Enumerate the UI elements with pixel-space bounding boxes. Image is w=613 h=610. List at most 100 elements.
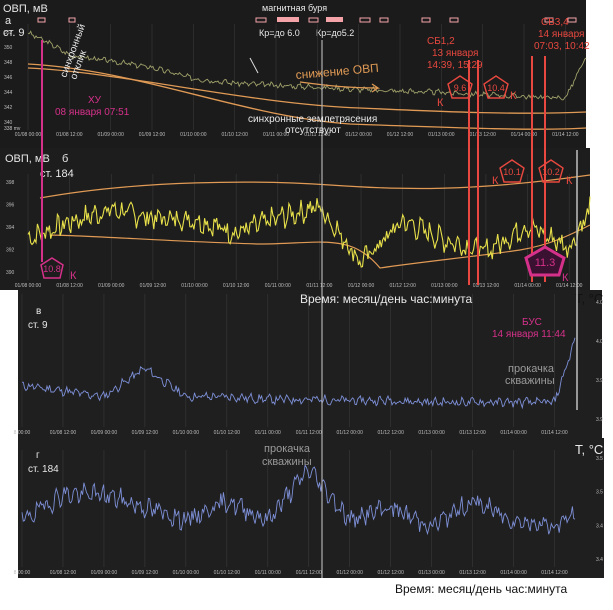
x-tick-label: 01/13 12:00 — [459, 570, 486, 576]
badge-10-2: 10.2 К — [538, 159, 573, 187]
x-tick-label: 01/09 12:00 — [132, 570, 159, 576]
y-tick-label: 4.0 — [596, 339, 603, 345]
x-tick-label: 01/11 12:00 — [306, 283, 332, 289]
badge-pentagon — [499, 159, 525, 183]
x-tick-label: 01/14 12:00 — [541, 570, 568, 576]
series-line-б — [27, 196, 591, 268]
badge-pentagon — [483, 75, 509, 99]
x-tick-label: 01/14 00:00 — [500, 430, 527, 436]
panel-d-bg — [18, 438, 604, 578]
y-tick-label: 398 — [6, 180, 15, 186]
storm-marker — [255, 17, 267, 23]
storm-marker — [567, 17, 577, 23]
badge-value: 9.6 — [454, 83, 467, 93]
x-tick-label: 01/08 12:00 — [50, 430, 77, 436]
x-tick-label: 01/14 00:00 — [514, 283, 541, 289]
x-tick-label: 01/09 00:00 — [98, 283, 125, 289]
kp1-label: Кр=до 6.0 — [259, 28, 300, 38]
x-tick-label: 01/13 00:00 — [431, 283, 458, 289]
time-axis-label-2: Время: месяц/день час:минута — [395, 582, 567, 596]
x-tick-label: 01/12 12:00 — [377, 570, 404, 576]
panel-a-station: ст. 9 — [3, 27, 25, 39]
y-tick-label: 3.4 — [596, 523, 603, 529]
badge-k: К — [70, 270, 77, 282]
y-tick-label: 344 — [4, 90, 13, 96]
badge-11-3: 11.3 К — [524, 245, 569, 284]
sb12-label-1: СБ1,2 — [427, 36, 455, 47]
xu-label-2: 08 января 07:51 — [55, 107, 130, 118]
x-tick-label: 01/13 12:00 — [473, 283, 500, 289]
badge-k: К — [566, 175, 573, 187]
panel-a-ylabel: ОВП, мВ — [3, 3, 48, 15]
x-tick-label: 01/10 00:00 — [173, 570, 200, 576]
x-tick-label: 01/08 00:00 — [15, 283, 42, 289]
y-tick-label: 346 — [4, 75, 13, 81]
badge-10-1: 10.1 К — [492, 159, 525, 187]
badge-9-6: 9.6 К — [437, 75, 473, 109]
badge-pentagon — [40, 257, 64, 279]
storm-marker — [359, 17, 371, 23]
y-tick-label: 4.0 — [596, 300, 603, 306]
panel-d-station: ст. 184 — [28, 464, 59, 475]
storm-marker-strong — [326, 17, 343, 22]
y-tick-label: 350 — [4, 45, 13, 51]
x-tick-label: 8 00:00 — [14, 430, 31, 436]
y-tick-label: 342 — [4, 105, 13, 111]
panel-d-ylabel: T, °C — [575, 442, 603, 457]
y-tick-label: 3.4 — [596, 557, 603, 563]
pumping-c-label-1: прокачка — [508, 363, 555, 375]
grid-layer — [21, 24, 570, 567]
panel-a-y-unit: 338 mv — [4, 126, 21, 132]
x-tick-label: 01/14 12:00 — [541, 430, 568, 436]
x-tick-label: 01/14 12:00 — [552, 132, 579, 138]
series-line-в — [21, 337, 576, 410]
x-tick-label: 01/11 12:00 — [296, 570, 322, 576]
sb12-label-2: 13 января — [432, 48, 478, 59]
panel-b-bg — [0, 148, 590, 290]
x-tick-label: 01/12 12:00 — [387, 132, 414, 138]
time-axis-label-1: Время: месяц/день час:минута — [300, 292, 472, 306]
badge-value: 10.4 — [487, 83, 505, 93]
y-tick-label: 348 — [4, 60, 13, 66]
panel-c-bg — [18, 290, 602, 438]
pumping-d-label-1: прокачка — [264, 443, 311, 455]
storm-marker — [68, 17, 76, 23]
panel-d-letter: г — [36, 450, 40, 461]
no-sync-quakes-label-1: синхронные землетрясения — [248, 114, 377, 125]
magnetic-storm-label: магнитная буря — [262, 3, 327, 13]
sb34-label-1: СБ3,4 — [541, 17, 569, 28]
envelope-layer — [27, 63, 591, 269]
x-tick-label: 01/13 00:00 — [418, 570, 445, 576]
y-tick-label: 390 — [6, 270, 15, 276]
no-sync-quakes-label-2: отсутствуют — [285, 125, 341, 136]
x-tick-label: 01/11 00:00 — [255, 570, 281, 576]
panel-c-letter: в — [36, 306, 41, 317]
x-tick-label: 01/09 00:00 — [97, 132, 124, 138]
x-tick-label: 01/13 00:00 — [418, 430, 445, 436]
x-tick-label: 01/08 00:00 — [15, 132, 42, 138]
panel-b-upper-envelope — [39, 174, 591, 199]
x-tick-label: 01/10 12:00 — [214, 430, 241, 436]
storm-marker — [37, 17, 46, 23]
panel-b-ylabel: ОВП, мВ — [5, 153, 50, 165]
x-tick-label: 01/14 00:00 — [511, 132, 538, 138]
y-tick-label: 394 — [6, 225, 15, 231]
storm-markers — [37, 17, 577, 23]
panel-b-letter: б — [62, 153, 68, 165]
x-tick-label: 01/12 00:00 — [348, 283, 375, 289]
x-tick-label: 01/13 12:00 — [469, 132, 496, 138]
x-tick-label: 01/10 00:00 — [181, 283, 208, 289]
storm-marker — [544, 17, 554, 23]
panel-c-ylabel: T, °C — [575, 291, 603, 306]
x-tick-label: 01/09 12:00 — [132, 430, 159, 436]
badge-pentagon — [538, 159, 564, 183]
y-tick-label: 3.9 — [596, 417, 603, 423]
xu-label-1: ХУ — [88, 95, 102, 106]
x-tick-label: 01/12 12:00 — [377, 430, 404, 436]
x-tick-label: 01/14 00:00 — [500, 570, 527, 576]
x-tick-label: 01/08 12:00 — [50, 570, 77, 576]
ovp-decrease-arrow — [299, 81, 381, 93]
storm-marker — [308, 17, 319, 23]
